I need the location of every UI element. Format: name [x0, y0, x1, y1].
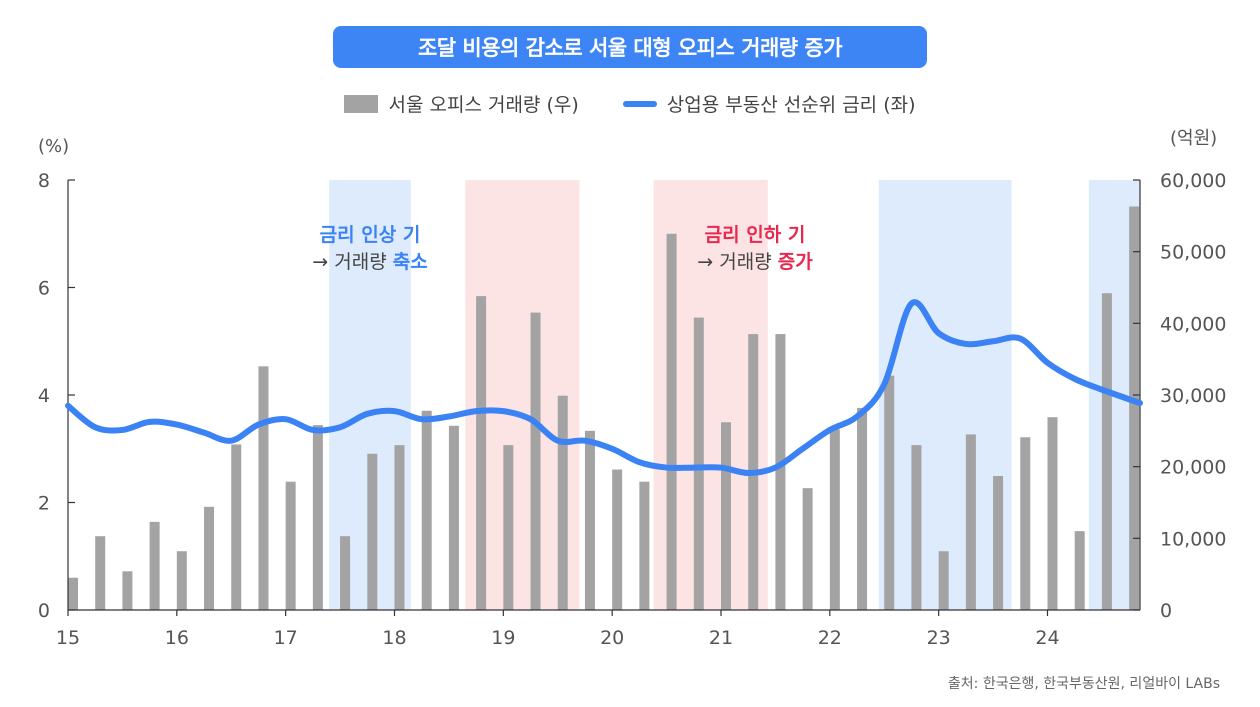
- legend-line-swatch: [622, 100, 657, 107]
- legend-bar-swatch: [344, 94, 379, 113]
- bar-19: [584, 430, 595, 610]
- bar-7: [258, 366, 269, 610]
- bar-13: [421, 410, 432, 610]
- right-axis-unit: (억원): [1170, 128, 1218, 149]
- x-tick-label-0: 15: [56, 627, 80, 649]
- bar-4: [176, 551, 187, 610]
- bar-29: [857, 407, 868, 610]
- right-tick-label-5: 50,000: [1160, 242, 1226, 264]
- axes: 02468010,00020,00030,00040,00050,00060,0…: [38, 170, 1227, 649]
- bar-39: [1129, 206, 1140, 610]
- bar-1: [95, 536, 106, 610]
- bar-31: [911, 445, 922, 610]
- bar-3: [149, 521, 160, 610]
- left-tick-label-4: 8: [38, 170, 50, 192]
- bar-20: [612, 469, 623, 610]
- annotation-cut-arrow: → 거래량: [697, 251, 778, 273]
- bar-2: [122, 571, 133, 610]
- legend-bar-label: 서울 오피스 거래량 (우): [388, 94, 579, 116]
- x-tick-label-8: 23: [927, 627, 951, 649]
- source-note: 출처: 한국은행, 한국부동산원, 리얼바이 LABs: [947, 676, 1220, 692]
- left-axis-unit: (%): [38, 136, 70, 157]
- right-tick-label-0: 0: [1160, 600, 1172, 622]
- bar-18: [557, 395, 568, 610]
- bar-33: [965, 434, 976, 610]
- annotation-cut-emph: 증가: [777, 251, 813, 273]
- annotation-hike: 금리 인상 기 → 거래량 축소: [290, 220, 450, 274]
- left-tick-label-2: 4: [38, 385, 50, 407]
- annotation-hike-emph: 축소: [392, 251, 428, 273]
- bar-8: [285, 481, 296, 610]
- bar-32: [938, 551, 949, 610]
- bar-10: [340, 536, 351, 610]
- transaction-bars: [68, 206, 1140, 610]
- rate-line: [65, 299, 1143, 476]
- bar-34: [993, 475, 1004, 610]
- x-tick-label-3: 18: [382, 627, 406, 649]
- rate-line-path: [65, 299, 1143, 476]
- bar-5: [204, 506, 215, 610]
- annotation-cut-title: 금리 인하 기: [704, 224, 806, 246]
- legend-item-line[interactable]: 상업용 부동산 선순위 금리 (좌): [622, 90, 916, 117]
- annotation-hike-title: 금리 인상 기: [319, 224, 421, 246]
- annotation-hike-arrow: → 거래량: [312, 251, 393, 273]
- right-tick-label-6: 60,000: [1160, 170, 1226, 192]
- legend-line-label: 상업용 부동산 선순위 금리 (좌): [666, 94, 916, 116]
- bar-26: [775, 334, 786, 610]
- annotation-cut: 금리 인하 기 → 거래량 증가: [675, 220, 835, 274]
- bar-35: [1020, 437, 1031, 610]
- bar-12: [394, 445, 405, 610]
- annotation-hike-text: → 거래량 축소: [290, 247, 450, 274]
- right-tick-label-2: 20,000: [1160, 457, 1226, 479]
- bar-37: [1074, 531, 1085, 610]
- bar-17: [530, 312, 541, 610]
- x-tick-label-4: 19: [491, 627, 515, 649]
- bar-30: [884, 375, 895, 610]
- band-hike-3: [878, 180, 1012, 610]
- bar-9: [312, 425, 323, 610]
- right-tick-label-1: 10,000: [1160, 528, 1226, 550]
- right-tick-label-4: 40,000: [1160, 313, 1226, 335]
- bar-24: [720, 422, 731, 610]
- left-tick-label-1: 2: [38, 493, 50, 515]
- bar-11: [367, 453, 378, 610]
- x-tick-label-2: 17: [274, 627, 298, 649]
- chart-title: 조달 비용의 감소로 서울 대형 오피스 거래량 증가: [333, 26, 927, 68]
- x-tick-label-9: 24: [1035, 627, 1059, 649]
- annotation-cut-text: → 거래량 증가: [675, 247, 835, 274]
- x-tick-label-1: 16: [165, 627, 189, 649]
- bar-15: [476, 296, 487, 610]
- x-tick-label-5: 20: [600, 627, 624, 649]
- right-tick-label-3: 30,000: [1160, 385, 1226, 407]
- bar-23: [693, 317, 704, 610]
- bar-36: [1047, 417, 1058, 610]
- legend-item-bar[interactable]: 서울 오피스 거래량 (우): [344, 90, 579, 117]
- bar-0: [68, 577, 78, 610]
- bar-38: [1101, 293, 1112, 610]
- legend: 서울 오피스 거래량 (우) 상업용 부동산 선순위 금리 (좌): [0, 90, 1260, 117]
- bar-27: [802, 488, 813, 610]
- left-tick-label-0: 0: [38, 600, 50, 622]
- x-tick-label-6: 21: [709, 627, 733, 649]
- left-tick-label-3: 6: [38, 278, 50, 300]
- bar-16: [503, 445, 514, 610]
- bar-22: [666, 233, 677, 610]
- bar-14: [448, 425, 459, 610]
- bar-6: [231, 444, 242, 610]
- bar-21: [639, 481, 650, 610]
- bar-28: [829, 429, 840, 610]
- x-tick-label-7: 22: [818, 627, 842, 649]
